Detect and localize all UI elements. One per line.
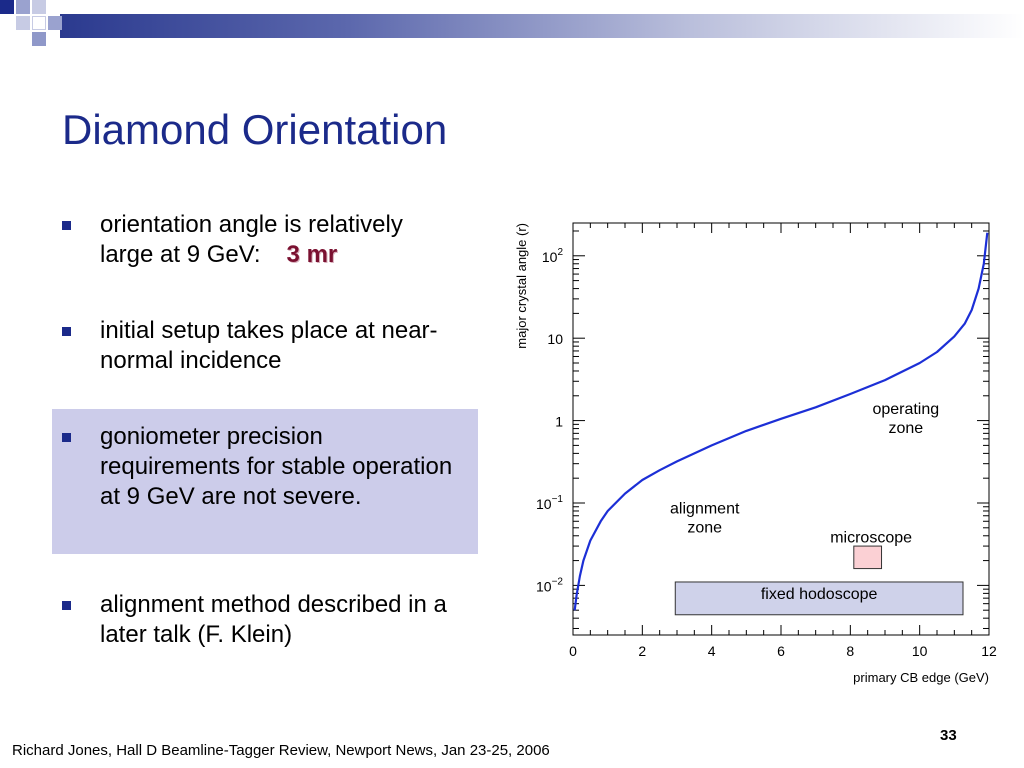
page-number: 33 (940, 727, 957, 744)
bullet-text: orientation angle is relatively large at… (100, 211, 403, 268)
fixed-hodoscope-region (674, 581, 964, 616)
x-tick-label: 6 (777, 643, 785, 659)
x-tick-label: 2 (638, 643, 646, 659)
x-tick-label: 10 (912, 643, 928, 659)
bullet-square-icon (62, 601, 71, 610)
microscope-region (853, 545, 883, 570)
y-axis-label: major crystal angle (r) (514, 223, 529, 349)
x-tick-label: 4 (708, 643, 716, 659)
y-tick-label: 10 (547, 331, 563, 347)
annotation-label: microscope (830, 530, 912, 547)
header-square (0, 0, 14, 14)
emphasis-value: 3 mr (286, 241, 338, 268)
annotation-label: zone (888, 420, 923, 437)
bullet-square-icon (62, 327, 71, 336)
bullet-item: orientation angle is relatively large at… (62, 210, 462, 270)
header-gradient-bar (60, 14, 1024, 38)
annotation-label: zone (687, 519, 722, 536)
annotation-label: operating (872, 401, 939, 418)
bullet-text: initial setup takes place at near-normal… (100, 317, 438, 374)
bullet-text: alignment method described in a later ta… (100, 591, 447, 648)
header-square (16, 0, 30, 14)
series-line (573, 232, 989, 611)
x-tick-label: 12 (981, 643, 997, 659)
y-tick-label: 102 (542, 247, 564, 265)
bullet-square-icon (62, 433, 71, 442)
header-square (32, 32, 46, 46)
bullet-text: goniometer precision requirements for st… (100, 423, 453, 510)
bullet-square-icon (62, 221, 71, 230)
header-decoration (0, 0, 1024, 48)
bullet-item: initial setup takes place at near-normal… (62, 316, 462, 376)
annotation-label: fixed hodoscope (761, 586, 878, 603)
y-tick-label: 10−2 (536, 576, 563, 594)
slide-title: Diamond Orientation (62, 106, 448, 153)
highlight-box (52, 409, 478, 554)
header-square (16, 16, 30, 30)
header-square (32, 0, 46, 14)
bullet-item: goniometer precision requirements for st… (62, 422, 462, 512)
y-tick-label: 10−1 (536, 494, 563, 512)
plot-frame (572, 222, 990, 636)
header-square (48, 16, 62, 30)
slide-footer: Richard Jones, Hall D Beamline-Tagger Re… (12, 742, 550, 759)
header-square (32, 16, 46, 30)
x-axis-label: primary CB edge (GeV) (853, 670, 989, 685)
y-tick-label: 1 (555, 414, 563, 430)
x-tick-label: 8 (846, 643, 854, 659)
x-tick-label: 0 (569, 643, 577, 659)
bullet-item: alignment method described in a later ta… (62, 590, 462, 650)
annotation-label: alignment (670, 500, 740, 517)
angle-vs-edge-chart: 0 2 4 6 8 10 12 10−2 10−1 1 10 102 primary CB edge (… (514, 222, 997, 685)
